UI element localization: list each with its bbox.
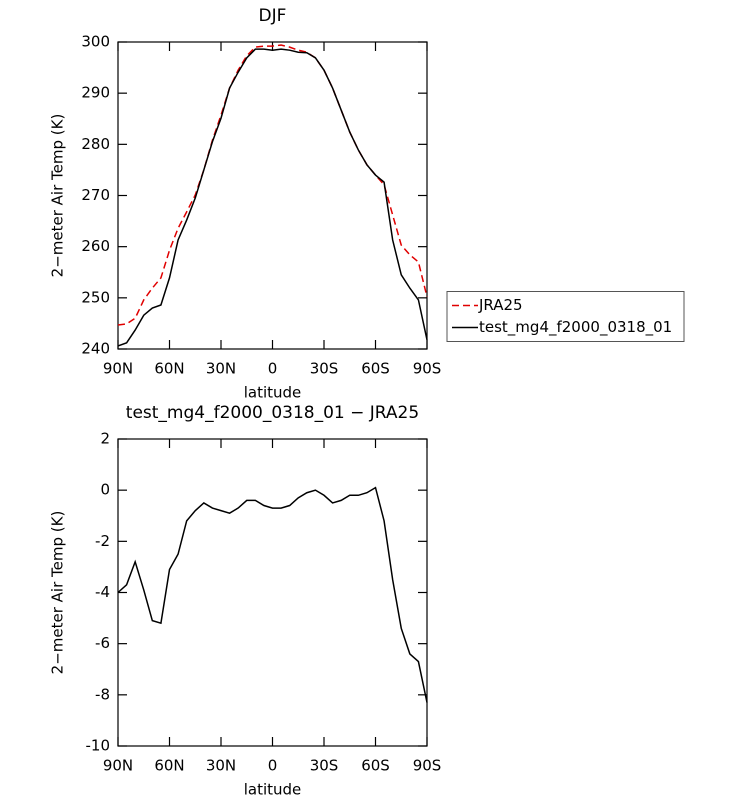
legend-label: JRA25 — [478, 296, 523, 314]
x-tick-label: 90N — [103, 757, 133, 775]
legend-box — [446, 291, 685, 342]
y-tick-label: 300 — [81, 33, 110, 51]
chart-title: DJF — [259, 6, 287, 26]
y-tick-label: 290 — [81, 84, 110, 102]
y-tick-label: -2 — [95, 532, 110, 550]
y-tick-label: -10 — [86, 737, 111, 755]
y-tick-label: -4 — [95, 583, 110, 601]
chart-title: test_mg4_f2000_0318_01 − JRA25 — [126, 403, 419, 423]
x-axis-label: latitude — [244, 781, 302, 799]
y-axis-label: 2−meter Air Temp (K) — [49, 114, 67, 278]
x-tick-label: 30N — [206, 757, 236, 775]
x-tick-label: 90S — [413, 360, 442, 378]
y-tick-label: 0 — [100, 481, 110, 499]
x-tick-label: 60S — [361, 757, 390, 775]
series-line — [117, 486, 428, 703]
x-tick-label: 90N — [103, 360, 133, 378]
x-tick-label: 90S — [413, 757, 442, 775]
x-tick-label: 30S — [310, 757, 339, 775]
x-tick-label: 60S — [361, 360, 390, 378]
y-tick-label: -6 — [95, 634, 110, 652]
x-axis-label: latitude — [244, 384, 302, 402]
y-tick-label: 250 — [81, 288, 110, 306]
x-tick-label: 60N — [154, 360, 184, 378]
y-tick-label: 2 — [100, 430, 110, 448]
plot-frame — [117, 41, 428, 350]
x-tick-label: 0 — [268, 757, 278, 775]
y-tick-label: -8 — [95, 685, 110, 703]
x-tick-label: 30N — [206, 360, 236, 378]
series-line — [117, 44, 428, 326]
x-tick-label: 60N — [154, 757, 184, 775]
y-axis-label: 2−meter Air Temp (K) — [49, 511, 67, 675]
y-tick-label: 260 — [81, 237, 110, 255]
legend-label: test_mg4_f2000_0318_01 — [479, 318, 672, 337]
y-tick-label: 270 — [81, 186, 110, 204]
y-tick-label: 280 — [81, 135, 110, 153]
x-tick-label: 30S — [310, 360, 339, 378]
series-line — [117, 48, 428, 347]
x-tick-label: 0 — [268, 360, 278, 378]
y-tick-label: 240 — [81, 340, 110, 358]
plot-frame — [117, 438, 428, 747]
